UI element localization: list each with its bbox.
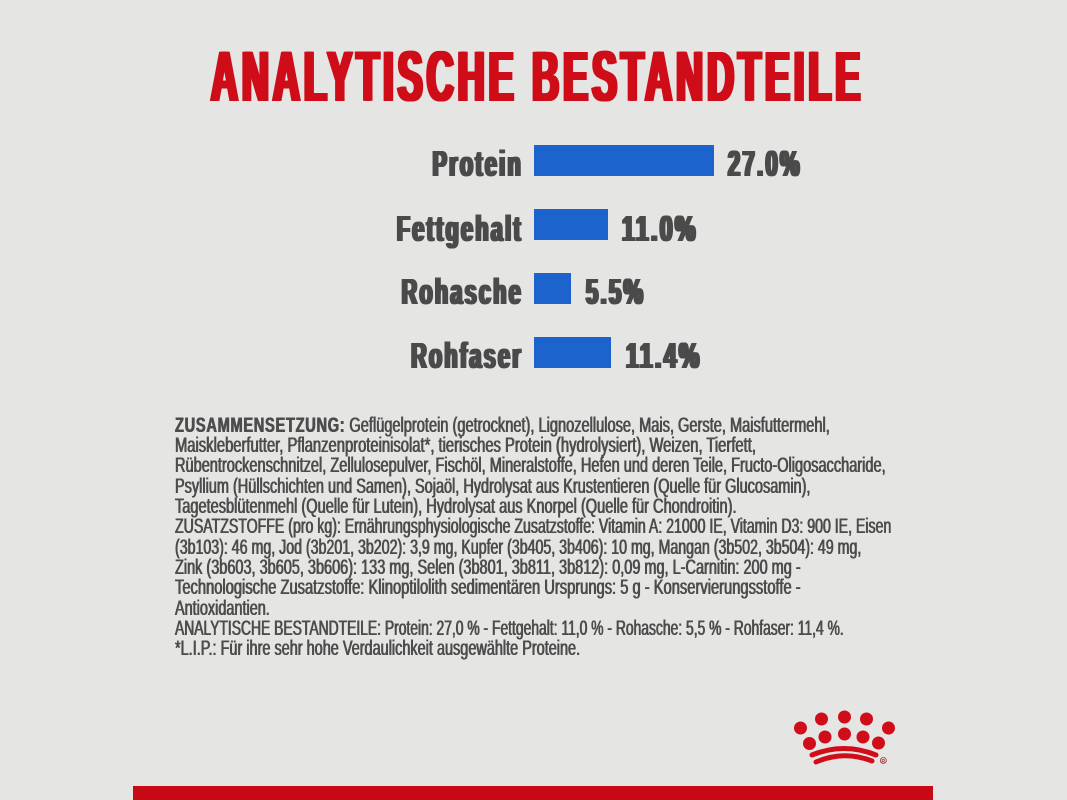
svg-text:R: R: [881, 759, 885, 765]
